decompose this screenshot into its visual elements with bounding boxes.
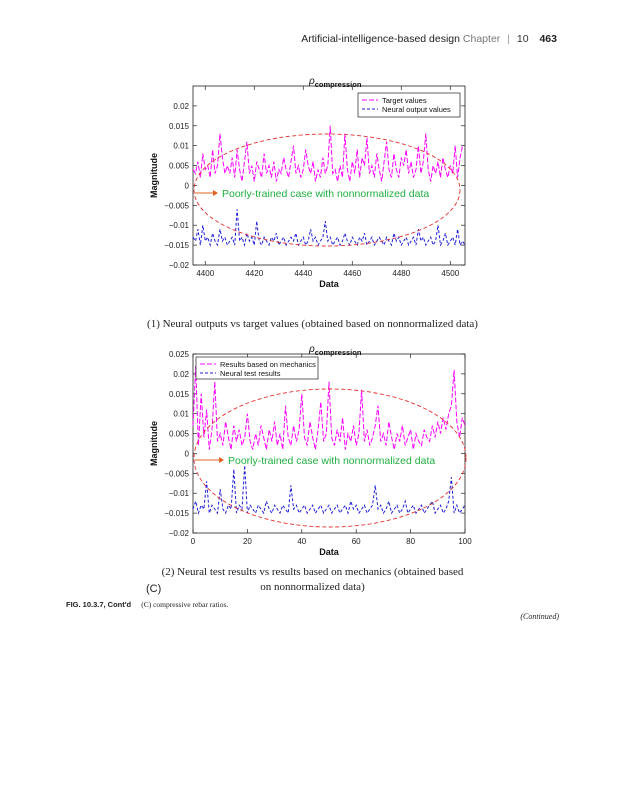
annotation-text: Poorly-trained case with nonnormalized d… xyxy=(222,188,429,200)
y-axis-label: Magnitude xyxy=(149,153,159,198)
y-tick-label: −0.01 xyxy=(169,489,190,498)
y-tick-label: −0.015 xyxy=(164,241,189,250)
x-tick-label: 4420 xyxy=(245,269,263,278)
y-tick-label: −0.01 xyxy=(169,221,190,230)
chapter-label: Chapter xyxy=(462,33,501,45)
chart-neural-outputs-vs-target: −0.02 −0.015 −0.01 −0.005 0 0.005 0.01 0.015 0.0… xyxy=(149,76,466,289)
y-tick-label: 0.015 xyxy=(169,390,190,399)
y-tick-label: 0.015 xyxy=(169,122,190,131)
y-tick-label: 0.005 xyxy=(169,430,190,439)
series-target-line xyxy=(192,365,466,450)
series-target-line xyxy=(192,125,463,182)
y-tick-label: 0.025 xyxy=(169,350,190,359)
highlight-ellipse xyxy=(193,388,467,528)
legend-label: Target values xyxy=(382,96,427,105)
legend-box xyxy=(357,92,461,118)
figure-label: FIG. 10.3.7, Cont'd xyxy=(66,600,132,609)
chart2-caption-line2: on nonnormalized data) xyxy=(260,581,365,593)
legend-box xyxy=(195,356,319,380)
x-tick-label: 60 xyxy=(352,537,361,546)
y-tick-label: 0 xyxy=(185,181,190,190)
x-axis-label: Data xyxy=(319,279,340,289)
legend-label: Neural output values xyxy=(382,105,451,114)
plot-frame xyxy=(192,353,466,534)
y-tick-label: −0.005 xyxy=(164,201,189,210)
chart1-caption: (1) Neural outputs vs target values (obt… xyxy=(60,318,565,330)
figure-caption-text: (C) compressive rebar ratios. xyxy=(141,600,229,609)
title-symbol: ρ xyxy=(308,76,315,87)
legend-label: Neural test results xyxy=(220,369,281,378)
chart1-caption-text: (1) Neural outputs vs target values (obt… xyxy=(147,318,478,330)
y-tick-label: −0.005 xyxy=(164,469,189,478)
legend-label: Results based on mechanics xyxy=(220,360,316,369)
x-tick-label: 4500 xyxy=(441,269,459,278)
running-title: Artificial-intelligence-based design xyxy=(301,33,460,45)
highlight-ellipse xyxy=(193,133,461,247)
title-subscript: compression xyxy=(315,80,362,89)
y-tick-label: 0.02 xyxy=(173,102,189,111)
chart2-caption: (2) Neural test results vs results based… xyxy=(60,566,565,593)
series-neural-line xyxy=(192,209,466,248)
running-header: Artificial-intelligence-based design Cha… xyxy=(301,33,557,45)
chapter-number: 10 xyxy=(516,33,529,45)
y-tick-label: −0.015 xyxy=(164,509,189,518)
x-tick-label: 80 xyxy=(406,537,415,546)
x-axis-label: Data xyxy=(319,547,340,557)
y-tick-label: 0 xyxy=(185,449,190,458)
x-tick-label: 0 xyxy=(191,537,196,546)
y-tick-label: −0.02 xyxy=(169,529,190,538)
y-tick-label: −0.02 xyxy=(169,261,190,270)
continued-label: (Continued) xyxy=(520,612,559,621)
annotation-text: Poorly-trained case with nonnormalized d… xyxy=(228,455,435,467)
chart-title: ρcompression xyxy=(308,344,362,357)
chart-title: ρcompression xyxy=(308,76,362,89)
y-tick-label: 0.02 xyxy=(173,370,189,379)
x-tick-label: 4480 xyxy=(392,269,410,278)
chart-neural-test-vs-mechanics: −0.02 −0.015 −0.01 −0.005 0 0.005 0.01 0.015 0.0… xyxy=(149,344,472,557)
x-tick-label: 4400 xyxy=(196,269,214,278)
title-symbol: ρ xyxy=(308,344,315,355)
panel-label: (C) xyxy=(146,583,162,595)
y-axis-label: Magnitude xyxy=(149,421,159,466)
annotation-arrow-head xyxy=(213,190,218,196)
chart2-caption-line1: (2) Neural test results vs results based… xyxy=(161,566,464,578)
x-tick-label: 4440 xyxy=(294,269,312,278)
y-tick-label: 0.01 xyxy=(173,410,189,419)
x-tick-label: 40 xyxy=(297,537,306,546)
y-tick-label: 0.005 xyxy=(169,162,190,171)
series-neural-line xyxy=(192,465,466,515)
y-tick-label: 0.01 xyxy=(173,142,189,151)
x-tick-label: 100 xyxy=(458,537,472,546)
annotation-arrow-head xyxy=(219,457,224,463)
figure-caption: FIG. 10.3.7, Cont'd (C) compressive reba… xyxy=(66,600,228,609)
header-separator: | xyxy=(507,33,510,45)
x-tick-label: 20 xyxy=(243,537,252,546)
x-tick-label: 4460 xyxy=(343,269,361,278)
title-subscript: compression xyxy=(315,348,362,357)
page-number: 463 xyxy=(539,33,557,45)
